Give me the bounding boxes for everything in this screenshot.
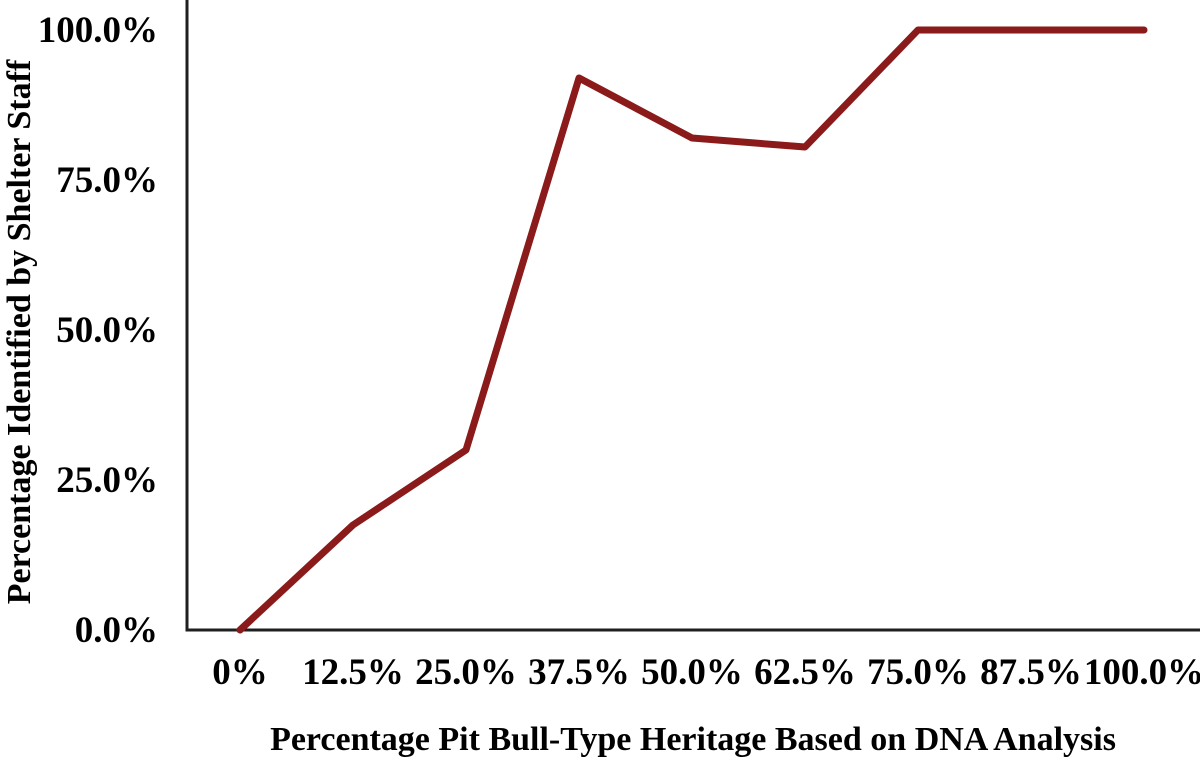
x-tick-label: 100.0% (1084, 652, 1200, 693)
data-series-line (236, 26, 1148, 634)
y-axis-tick-labels: 0.0% 25.0% 50.0% 75.0% 100.0% (38, 10, 158, 651)
x-tick-label: 50.0% (641, 652, 743, 693)
x-tick-label: 0% (212, 652, 268, 693)
x-tick-label: 62.5% (754, 652, 856, 693)
y-tick-label: 25.0% (56, 460, 158, 501)
x-tick-label: 12.5% (302, 652, 404, 693)
y-tick-label: 0.0% (75, 610, 158, 651)
x-tick-label: 25.0% (415, 652, 517, 693)
x-axis-tick-labels: 0% 12.5% 25.0% 37.5% 50.0% 62.5% 75.0% 87.5% 100… (212, 652, 1200, 693)
x-axis-title: Percentage Pit Bull-Type Heritage Based … (270, 721, 1116, 758)
x-tick-label: 37.5% (528, 652, 630, 693)
y-tick-label: 75.0% (56, 160, 158, 201)
x-tick-label: 75.0% (867, 652, 969, 693)
y-axis-title: Percentage Identified by Shelter Staff (1, 59, 38, 604)
x-tick-label: 87.5% (980, 652, 1082, 693)
y-tick-label: 50.0% (56, 310, 158, 351)
y-tick-label: 100.0% (38, 10, 158, 51)
